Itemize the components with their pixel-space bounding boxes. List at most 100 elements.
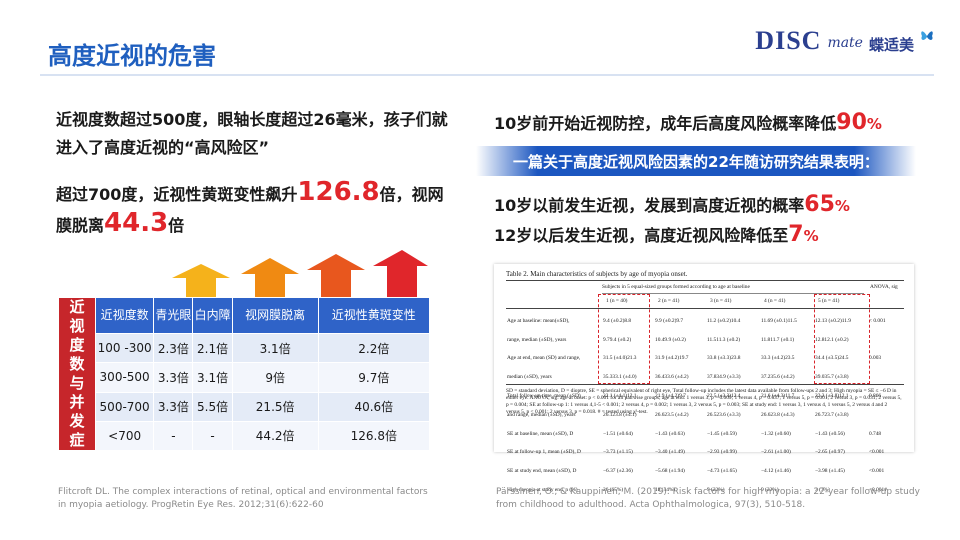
paper-table-cell: <0.001# xyxy=(869,487,887,494)
paper-col-2: 2 (n = 41) xyxy=(658,298,680,304)
brand-disc: DISC xyxy=(755,26,822,55)
paper-table-cell: 33.3 (±4.2)23.5 xyxy=(761,355,795,362)
paper-table-cell: −4.73 (±1.65) xyxy=(707,468,737,475)
paper-table-cell: −6.37 (±2.36) xyxy=(603,468,633,475)
paper-table-cell xyxy=(868,331,904,350)
paper-table-row: range, median (±SD), years 9.79.4 (±0.2) 1… xyxy=(506,331,904,350)
paper-table-cell: 12.13 (±0.2)11.9 xyxy=(815,317,851,324)
risk-paragraph: 超过700度，近视性黄斑变性飙升126.8倍，视网膜脱离44.3倍 xyxy=(56,178,456,240)
paper-table-cell: SE at study end, mean (±SD), D xyxy=(507,468,577,475)
stat-line-3-text: 12岁以后发生近视，高度近视风险降低至 xyxy=(494,226,789,245)
paper-table-cell: median (±SD), years xyxy=(507,374,552,381)
paper-table-cell: 31.9 (±4.2)19.7 xyxy=(655,355,689,362)
header-myopia-degree: 近视度数 xyxy=(94,297,155,334)
table-row: 300-500 3.3倍 3.1倍 9倍 9.7倍 xyxy=(59,362,431,393)
paper-col-5: 5 (n = 41) xyxy=(818,298,840,304)
intro-paragraph: 近视度数超过500度，眼轴长度超过26毫米，孩子们就进入了高度近视的“高风险区” xyxy=(56,110,448,157)
paper-table-cell: 12.812.1 (±0.2) xyxy=(815,336,849,343)
paper-table-cell: 36.433.6 (±4.2) xyxy=(655,374,689,381)
paper-table-cell: 37.235.6 (±4.2) xyxy=(761,374,795,381)
paper-table-cell: 35.333.1 (±4.0) xyxy=(603,374,637,381)
stat-line-3: 12岁以后发生近视，高度近视风险降低至7% xyxy=(494,222,819,247)
stat-line-1: 10岁前开始近视防控，成年后高度风险概率降低90% xyxy=(494,110,882,135)
paper-table-row: SE at follow-up 1, mean (±SD), D −3.73 (±… xyxy=(506,444,904,463)
study-table-image: Table 2. Main characteristics of subject… xyxy=(494,264,914,493)
paper-table-cell: −3.73 (±1.15) xyxy=(603,449,633,456)
paper-table-row: Age at end, mean (SD) and range, 31.5 (±4… xyxy=(506,350,904,369)
paper-table-cell: 34.4 (±3.5)24.5 xyxy=(815,355,849,362)
table-cell: 2.3倍 xyxy=(153,332,194,364)
paper-notes: SD = standard deviation, D = dioptre, SE… xyxy=(506,388,902,415)
arrow-detachment-icon xyxy=(307,254,365,298)
header-cataract: 白内障 xyxy=(192,297,233,334)
paper-table-cell: 9.9 (±0.2)9.7 xyxy=(655,317,684,324)
paper-group-header: Subjects in 5 equal-sized groups formed … xyxy=(602,284,750,290)
paper-table-cell: range, median (±SD), years xyxy=(507,336,567,343)
paper-table-cell: <0.001 xyxy=(869,449,885,456)
highlight-group-5 xyxy=(814,294,870,384)
arrow-glaucoma-icon xyxy=(172,264,230,298)
paper-table-cell: 22.1 (±4.1)12.1 xyxy=(603,393,637,400)
paper-table-title: Table 2. Main characteristics of subject… xyxy=(506,270,688,278)
table-cell: 300-500 xyxy=(94,362,155,393)
table-cell: 500-700 xyxy=(94,391,155,422)
paper-data-table: Age at baseline: mean(±SD), 9.4 (±0.2)8.8… xyxy=(506,312,904,500)
table-side-label: 近视度数与并发症 xyxy=(58,297,96,451)
brand-cn: 蝶适美 xyxy=(868,35,914,54)
paper-table-cell: 37.834.9 (±3.3) xyxy=(707,374,741,381)
stat-line-1-text: 10岁前开始近视防控，成年后高度风险概率降低 xyxy=(494,114,837,133)
paper-rule xyxy=(506,308,904,309)
table-cell: 5.5倍 xyxy=(192,391,233,422)
table-cell: 126.8倍 xyxy=(317,420,431,452)
paper-table-cell: Total follow-up time, mean (±SD) xyxy=(507,393,581,400)
table-row: <700 - - 44.2倍 126.8倍 xyxy=(59,420,431,452)
paper-table-cell: 9.79.4 (±0.2) xyxy=(603,336,632,343)
paper-table-cell: 10.49.9 (±0.2) xyxy=(655,336,686,343)
paper-anova-header: ANOVA, sig xyxy=(870,284,898,290)
paper-table-cell: −3.40 (±1.49) xyxy=(655,449,685,456)
paper-table-cell: 21.6 (±4.3)11.7 xyxy=(761,393,795,400)
paper-table-cell: 0.003 xyxy=(869,355,882,362)
table-cell: 40.6倍 xyxy=(317,391,431,422)
paper-table-cell: and range, median (±SD), years xyxy=(507,411,576,418)
table-cell: 21.5倍 xyxy=(231,391,319,422)
study-banner: 一篇关于高度近视风险因素的22年随访研究结果表明： xyxy=(476,146,916,176)
risk-text-post: 倍 xyxy=(168,216,185,235)
paper-table-cell: −1.43 (±0.56) xyxy=(815,430,845,437)
paper-table-cell: 26.523.6 (±3.3) xyxy=(707,411,741,418)
stat-line-1-unit: % xyxy=(866,115,882,133)
stat-line-1-number: 90 xyxy=(836,110,867,135)
paper-table-row: median (±SD), years 35.333.1 (±4.0) 36.433… xyxy=(506,368,904,387)
detachment-risk-number: 44.3 xyxy=(104,208,169,238)
paper-table-cell: 0.866 xyxy=(869,393,882,400)
paper-rule xyxy=(602,293,864,294)
highlight-group-1 xyxy=(598,294,650,384)
table-cell: 3.1倍 xyxy=(192,362,233,393)
table-row: 100 -300 2.3倍 2.1倍 3.1倍 2.2倍 xyxy=(59,332,431,364)
paper-table-cell: <0.001 xyxy=(869,468,885,475)
paper-table-cell: 39.035.7 (±3.8) xyxy=(815,374,849,381)
arrow-macular-icon xyxy=(373,250,428,298)
risk-text-mid: 倍，视网膜脱离 xyxy=(56,185,444,235)
paper-table-cell: < 0.001 xyxy=(869,317,886,324)
paper-col-1: 1 (n = 40) xyxy=(606,298,628,304)
butterfly-icon xyxy=(921,31,933,40)
paper-table-cell: 26.623.5 (±4.2) xyxy=(655,411,689,418)
paper-rule xyxy=(506,280,904,281)
paper-table-cell: 26 (65%) xyxy=(603,487,624,494)
table-cell: - xyxy=(192,420,233,452)
paper-table-cell: 21.9 (±4.2)9.7 xyxy=(655,393,686,400)
stat-line-2: 10岁以前发生近视，发展到高度近视的概率65% xyxy=(494,192,850,217)
paper-rule xyxy=(506,384,904,385)
paper-table-row: SE at study end, mean (±SD), D −6.37 (±2.… xyxy=(506,462,904,481)
paper-table-cell: −1.45 (±0.59) xyxy=(707,430,737,437)
table-cell: 3.3倍 xyxy=(153,391,194,422)
side-label-text: 近视度数与并发症 xyxy=(69,298,85,449)
header-glaucoma: 青光眼 xyxy=(153,297,194,334)
table-row: 500-700 3.3倍 5.5倍 21.5倍 40.6倍 xyxy=(59,391,431,422)
arrow-cataract-icon xyxy=(241,258,299,298)
paper-table-cell: −3.98 (±1.45) xyxy=(815,468,845,475)
brand-logo: DISC mate 蝶适美 xyxy=(755,26,934,56)
paper-table-cell: 26.123.8 (±4.1) xyxy=(603,411,637,418)
paper-table-cell: −4.12 (±1.46) xyxy=(761,468,791,475)
